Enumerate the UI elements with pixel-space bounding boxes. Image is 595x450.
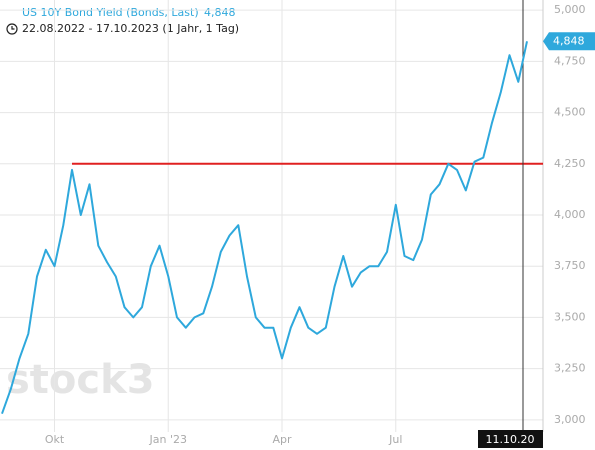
last-value-label: 4,848 — [553, 34, 585, 47]
y-tick-label: 4,250 — [554, 157, 586, 170]
legend-value: 4,848 — [204, 6, 236, 19]
crosshair-box — [478, 430, 543, 448]
y-tick-label: 3,750 — [554, 259, 586, 272]
x-tick-label: Apr — [272, 433, 292, 446]
line — [1, 41, 528, 415]
y-tick-label: 5,000 — [554, 3, 586, 16]
x-tick-label: Jan '23 — [149, 433, 187, 446]
subtitle: 22.08.2022 - 17.10.2023 (1 Jahr, 1 Tag) — [22, 22, 239, 35]
y-tick-label: 3,000 — [554, 413, 586, 426]
y-tick-label: 3,500 — [554, 310, 586, 323]
last-value-tag — [543, 32, 595, 51]
y-tick-label: 4,000 — [554, 208, 586, 221]
crosshair-label: 11.10.20 — [486, 433, 535, 446]
y-tick-label: 3,250 — [554, 362, 586, 375]
watermark: stock3 — [6, 357, 155, 403]
clock-hand — [11, 26, 15, 30]
legend-label: US 10Y Bond Yield (Bonds, Last) — [22, 6, 199, 19]
x-tick-label: Okt — [45, 433, 65, 446]
y-tick-label: 4,500 — [554, 106, 586, 119]
clock-icon — [6, 23, 18, 35]
x-tick-label: Jul — [388, 433, 402, 446]
y-tick-label: 4,750 — [554, 54, 586, 67]
